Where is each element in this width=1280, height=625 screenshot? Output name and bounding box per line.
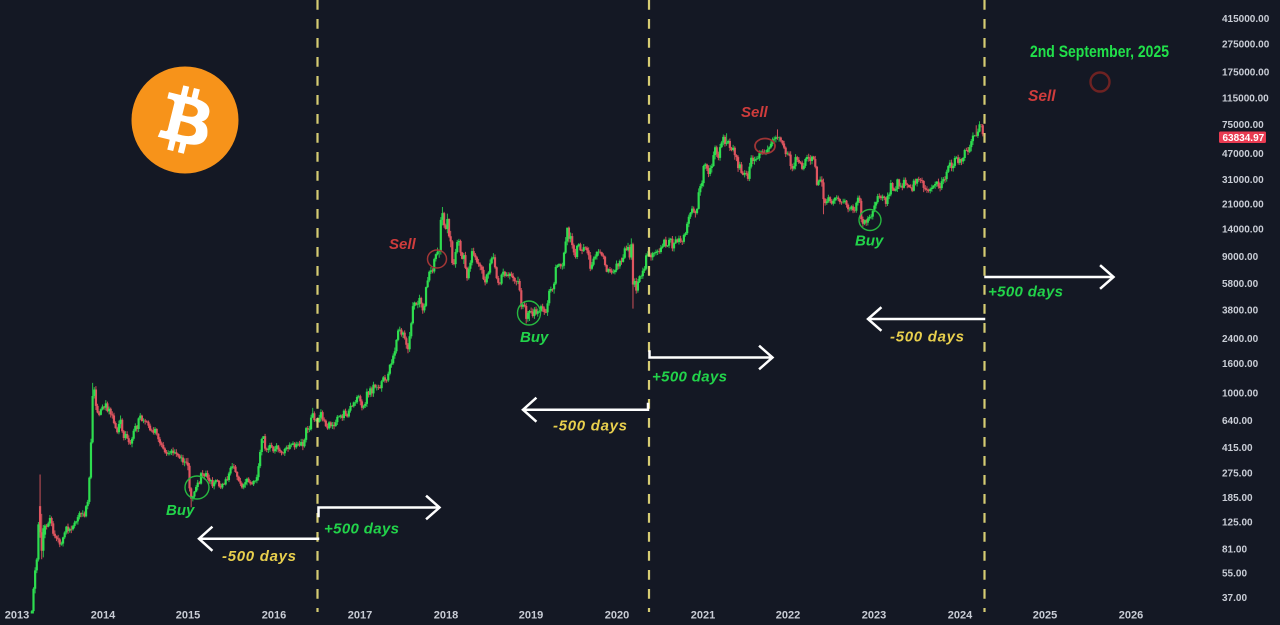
svg-text:31000.00: 31000.00	[1222, 175, 1264, 186]
svg-text:1600.00: 1600.00	[1222, 359, 1259, 370]
svg-text:Sell: Sell	[741, 104, 769, 121]
svg-text:21000.00: 21000.00	[1222, 199, 1264, 210]
svg-text:+500 days: +500 days	[652, 369, 727, 386]
svg-text:2024: 2024	[948, 610, 973, 622]
svg-text:2017: 2017	[348, 610, 372, 622]
svg-text:2025: 2025	[1033, 610, 1057, 622]
svg-text:415.00: 415.00	[1222, 443, 1253, 454]
svg-text:5800.00: 5800.00	[1222, 279, 1259, 290]
svg-text:2026: 2026	[1119, 610, 1143, 622]
svg-text:175000.00: 175000.00	[1222, 68, 1270, 79]
svg-text:415000.00: 415000.00	[1222, 14, 1270, 25]
svg-text:2013: 2013	[5, 610, 29, 622]
svg-text:Buy: Buy	[855, 233, 884, 250]
svg-text:9000.00: 9000.00	[1222, 252, 1259, 263]
svg-text:-500 days: -500 days	[890, 329, 964, 346]
svg-text:2016: 2016	[262, 610, 286, 622]
svg-text:275000.00: 275000.00	[1222, 40, 1270, 51]
svg-text:2400.00: 2400.00	[1222, 334, 1259, 345]
svg-text:640.00: 640.00	[1222, 416, 1253, 427]
svg-text:2014: 2014	[91, 610, 116, 622]
svg-text:Sell: Sell	[389, 236, 417, 253]
svg-text:Sell: Sell	[1028, 88, 1056, 105]
svg-text:2015: 2015	[176, 610, 200, 622]
svg-text:125.00: 125.00	[1222, 517, 1253, 528]
svg-text:Buy: Buy	[520, 329, 549, 346]
svg-text:3800.00: 3800.00	[1222, 305, 1259, 316]
svg-text:115000.00: 115000.00	[1222, 94, 1269, 105]
svg-text:1000.00: 1000.00	[1222, 388, 1259, 399]
svg-text:14000.00: 14000.00	[1222, 224, 1264, 235]
svg-text:2020: 2020	[605, 610, 629, 622]
svg-text:185.00: 185.00	[1222, 493, 1253, 504]
svg-text:55.00: 55.00	[1222, 568, 1247, 579]
svg-text:75000.00: 75000.00	[1222, 120, 1264, 131]
svg-text:2021: 2021	[691, 610, 715, 622]
svg-text:2018: 2018	[434, 610, 458, 622]
svg-text:2022: 2022	[776, 610, 800, 622]
svg-text:37.00: 37.00	[1222, 593, 1247, 604]
svg-text:-500 days: -500 days	[553, 418, 627, 435]
svg-text:-500 days: -500 days	[222, 548, 296, 565]
svg-text:47000.00: 47000.00	[1222, 149, 1264, 160]
svg-text:Buy: Buy	[166, 502, 195, 519]
svg-text:81.00: 81.00	[1222, 544, 1247, 555]
svg-text:2019: 2019	[519, 610, 543, 622]
svg-text:63834.97: 63834.97	[1223, 133, 1265, 144]
svg-text:+500 days: +500 days	[988, 284, 1063, 301]
svg-text:275.00: 275.00	[1222, 469, 1253, 480]
svg-text:+500 days: +500 days	[324, 521, 399, 538]
svg-text:2nd September, 2025: 2nd September, 2025	[1030, 42, 1169, 61]
svg-text:2023: 2023	[862, 610, 886, 622]
